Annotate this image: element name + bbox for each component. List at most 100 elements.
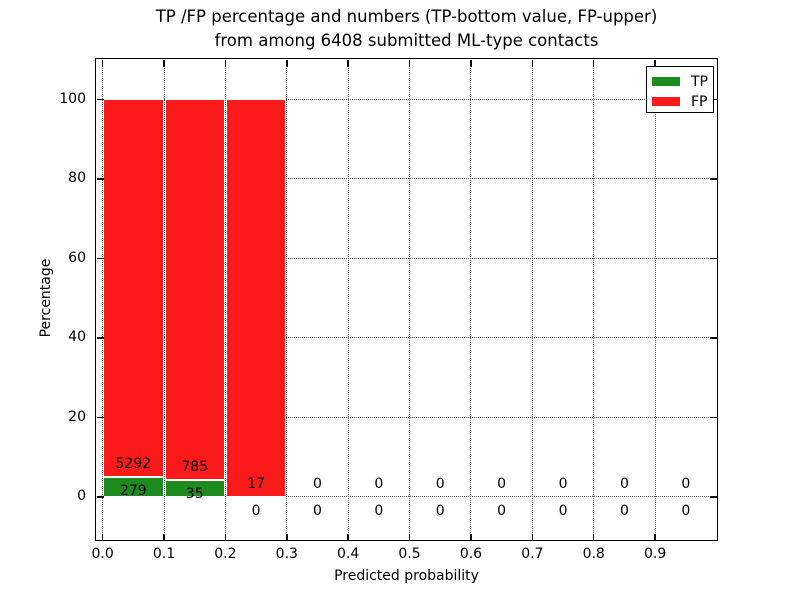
y-tick-label: 40 (68, 329, 86, 346)
x-tick-top (654, 59, 656, 67)
y-tick-label: 80 (68, 170, 86, 187)
x-tick (592, 533, 595, 541)
x-tick (224, 533, 227, 541)
y-tick (96, 337, 104, 339)
tp-count-label: 0 (374, 502, 384, 519)
fp-bar-segment (225, 99, 287, 497)
fp-count-label: 785 (181, 458, 209, 475)
x-tick-label: 0.7 (521, 545, 544, 562)
fp-count-label: 5292 (115, 455, 152, 472)
tp-count-label: 0 (251, 502, 261, 519)
fp-count-label: 0 (435, 475, 445, 492)
y-tick (96, 416, 104, 419)
y-tick-right (709, 416, 717, 419)
y-gridline (96, 337, 717, 339)
tp-count-label: 279 (119, 482, 147, 499)
x-tick (408, 533, 411, 541)
y-tick-label: 60 (68, 249, 86, 266)
legend-item-fp: FP (652, 92, 713, 111)
x-tick (531, 533, 534, 541)
x-gridline (347, 59, 349, 541)
x-gridline (531, 59, 533, 541)
x-tick-top (470, 59, 472, 67)
fp-count-label: 0 (374, 475, 384, 492)
y-tick (96, 496, 104, 498)
x-tick-label: 0.3 (275, 545, 298, 562)
y-tick (96, 98, 104, 100)
fp-bar-segment (164, 99, 225, 480)
fp-count-label: 17 (247, 475, 265, 492)
x-gridline (593, 59, 595, 541)
fp-count-label: 0 (558, 475, 568, 492)
y-gridline (96, 496, 717, 498)
y-tick (96, 257, 104, 259)
x-tick (286, 533, 288, 541)
x-gridline (224, 59, 226, 541)
fp-bar-segment (103, 99, 164, 477)
x-gridline (470, 59, 472, 541)
fp-count-label: 0 (497, 475, 507, 492)
fp-count-label: 0 (313, 475, 322, 492)
x-gridline (163, 59, 165, 541)
tp-count-label: 0 (435, 502, 445, 519)
legend: TP FP (646, 66, 714, 113)
y-axis-label: Percentage (38, 258, 54, 338)
x-tick-top (592, 59, 595, 67)
x-tick (654, 533, 656, 541)
x-tick (163, 533, 165, 541)
x-gridline (102, 59, 104, 541)
x-tick-top (347, 59, 349, 67)
x-axis-label: Predicted probability (334, 568, 479, 584)
fp-count-label: 0 (681, 475, 691, 492)
x-gridline (286, 59, 288, 541)
x-tick-label: 0.2 (214, 545, 237, 562)
x-tick-top (163, 59, 165, 67)
x-tick (347, 533, 349, 541)
chart-title-line-2: from among 6408 submitted ML-type contac… (214, 31, 599, 50)
tp-count-label: 0 (497, 502, 507, 519)
x-tick-label: 0.8 (582, 545, 605, 562)
legend-label-tp: TP (691, 73, 708, 90)
tp-count-label: 0 (619, 502, 629, 519)
chart-title: TP /FP percentage and numbers (TP-bottom… (95, 5, 718, 53)
x-gridline (409, 59, 411, 541)
x-tick-top (531, 59, 534, 67)
x-tick-top (408, 59, 411, 67)
x-tick-top (286, 59, 288, 67)
y-tick-right (709, 337, 717, 339)
y-gridline (96, 178, 717, 180)
legend-item-tp: TP (652, 72, 713, 91)
y-tick-label: 20 (68, 408, 86, 425)
y-tick-label: 100 (59, 90, 86, 107)
y-tick-right (709, 257, 717, 259)
y-tick-right (709, 496, 717, 498)
y-gridline (96, 257, 717, 259)
y-tick-label: 0 (77, 488, 86, 505)
y-gridline (96, 416, 717, 418)
x-tick-top (101, 59, 104, 67)
chart-title-line-1: TP /FP percentage and numbers (TP-bottom… (155, 7, 658, 26)
x-tick-top (224, 59, 227, 67)
tp-count-label: 35 (185, 485, 204, 502)
legend-label-fp: FP (691, 93, 708, 110)
tp-bar-segment (103, 476, 164, 497)
tp-bar-segment (164, 479, 225, 497)
x-tick (470, 533, 472, 541)
y-gridline (96, 98, 717, 100)
fp-legend-swatch-icon (652, 97, 680, 106)
x-tick-label: 0.5 (398, 545, 421, 562)
x-tick (101, 533, 104, 541)
fp-count-label: 0 (619, 475, 629, 492)
tp-count-label: 0 (681, 502, 691, 519)
x-tick-label: 0.1 (152, 545, 176, 562)
x-tick-label: 0.4 (337, 545, 360, 562)
tp-count-label: 0 (313, 502, 322, 519)
x-tick-label: 0.6 (459, 545, 483, 562)
tp-count-label: 0 (558, 502, 568, 519)
x-gridline (654, 59, 656, 541)
tp-legend-swatch-icon (652, 77, 680, 86)
x-tick-label: 0.9 (643, 545, 667, 562)
y-tick-right (709, 178, 717, 180)
y-tick (96, 178, 104, 180)
